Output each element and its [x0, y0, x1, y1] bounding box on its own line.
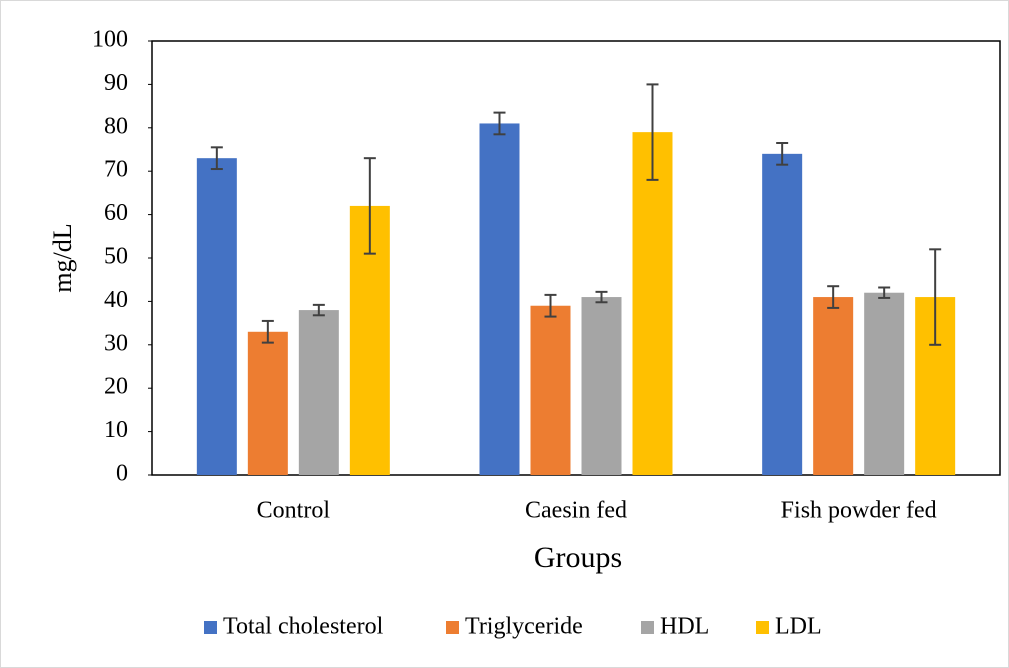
bar	[632, 132, 673, 475]
y-tick-label: 0	[116, 461, 128, 487]
bar	[581, 297, 622, 475]
y-axis-label: mg/dL	[48, 223, 77, 292]
y-tick-label: 30	[104, 330, 128, 356]
error-bar	[595, 290, 608, 304]
x-tick-label: Fish powder fed	[781, 498, 937, 524]
error-bar	[929, 248, 942, 346]
legend-swatch	[641, 621, 654, 634]
y-tick-label: 50	[104, 244, 128, 270]
error-bar	[646, 83, 659, 181]
legend-label: Triglyceride	[465, 614, 583, 640]
legend-label: HDL	[660, 614, 709, 640]
bar	[196, 158, 237, 475]
legend-swatch	[446, 621, 459, 634]
legend-label: LDL	[775, 614, 822, 640]
bar	[247, 331, 288, 475]
y-tick-label: 90	[104, 70, 128, 96]
bar	[530, 305, 571, 475]
bar	[813, 297, 854, 475]
bar	[479, 123, 520, 476]
y-tick-label: 80	[104, 113, 128, 139]
y-tick-label: 60	[104, 200, 128, 226]
error-bar	[312, 303, 325, 317]
error-bar	[493, 111, 506, 136]
error-bar	[776, 141, 789, 166]
x-axis-label: Groups	[534, 541, 622, 574]
error-bar	[827, 285, 840, 309]
x-tick-label: Control	[257, 498, 331, 524]
error-bar	[544, 293, 557, 318]
bar	[864, 292, 905, 475]
bar	[298, 310, 339, 475]
y-tick-label: 10	[104, 417, 128, 443]
y-tick-label: 40	[104, 287, 128, 313]
legend-swatch	[756, 621, 769, 634]
error-bar	[210, 146, 223, 171]
legend-swatch	[204, 621, 217, 634]
error-bar	[878, 286, 891, 299]
legend-label: Total cholesterol	[223, 614, 384, 640]
y-tick-label: 100	[92, 27, 128, 53]
error-bar	[363, 157, 376, 255]
y-tick-label: 20	[104, 374, 128, 400]
y-tick-label: 70	[104, 157, 128, 183]
x-tick-label: Caesin fed	[525, 498, 627, 524]
bar	[762, 153, 803, 475]
error-bar	[261, 319, 274, 344]
